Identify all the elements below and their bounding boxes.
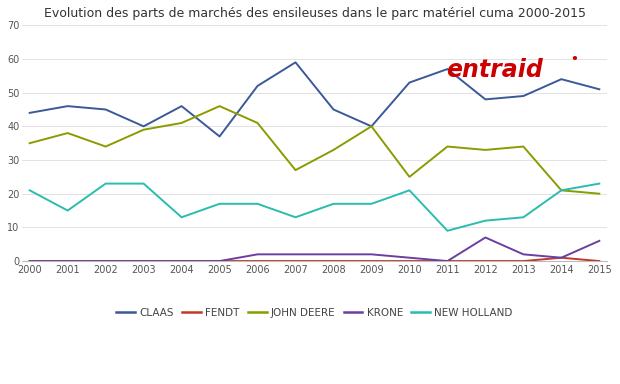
Legend: CLAAS, FENDT, JOHN DEERE, KRONE, NEW HOLLAND: CLAAS, FENDT, JOHN DEERE, KRONE, NEW HOL… xyxy=(112,304,516,322)
Title: Evolution des parts de marchés des ensileuses dans le parc matériel cuma 2000-20: Evolution des parts de marchés des ensil… xyxy=(43,7,585,20)
Text: entraid: entraid xyxy=(446,58,543,82)
Text: •: • xyxy=(570,53,578,66)
